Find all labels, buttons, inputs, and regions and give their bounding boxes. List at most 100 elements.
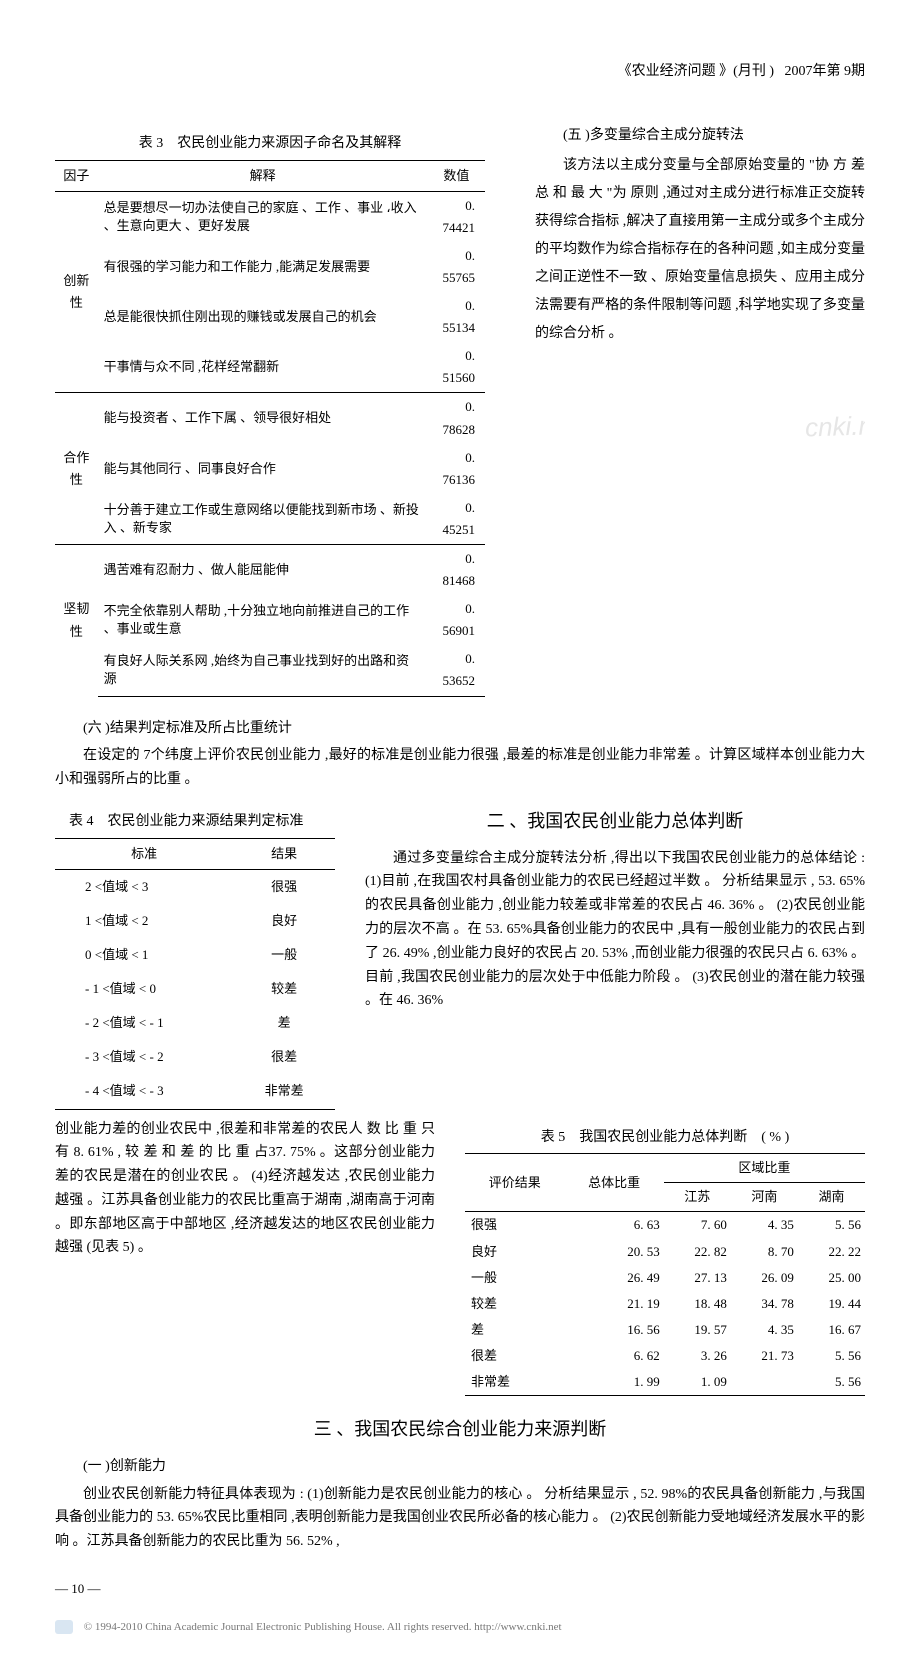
cont-para: 创业能力差的创业农民中 ,很差和非常差的农民人 数 比 重 只 有 8. 61%…	[55, 1118, 435, 1261]
t3-expl: 干事情与众不同 ,花样经常翻新	[98, 342, 428, 393]
t5-cell: 16. 67	[798, 1317, 865, 1343]
t3-expl: 能与投资者 、工作下属 、领导很好相处	[98, 393, 428, 444]
section2-para: 通过多变量综合主成分旋转法分析 ,得出以下我国农民创业能力的总体结论 : (1)…	[365, 847, 865, 1014]
t5-sub-js: 江苏	[664, 1183, 731, 1212]
footer: © 1994-2010 China Academic Journal Elect…	[55, 1618, 865, 1637]
t4-range: - 4 <值域 < - 3	[55, 1074, 233, 1109]
section3-title: 三 、我国农民综合创业能力来源判断	[55, 1414, 865, 1445]
page-number: — 10 —	[55, 1578, 865, 1600]
t5-cell: 25. 00	[798, 1265, 865, 1291]
t5-h-region: 区域比重	[664, 1154, 865, 1183]
table4-caption: 表 4 农民创业能力来源结果判定标准	[55, 810, 335, 834]
t5-cell: 16. 56	[564, 1317, 663, 1343]
t3-factor: 合作性	[55, 393, 98, 545]
t3-val: 0. 55765	[428, 242, 485, 292]
t4-result: 较差	[233, 972, 335, 1006]
t3-expl: 有很强的学习能力和工作能力 ,能满足发展需要	[98, 242, 428, 292]
t5-cell: 5. 56	[798, 1369, 865, 1396]
t3-expl: 遇苦难有忍耐力 、做人能屈能伸	[98, 545, 428, 596]
t4-range: - 2 <值域 < - 1	[55, 1006, 233, 1040]
t5-h-total: 总体比重	[564, 1154, 663, 1212]
t3-expl: 总是能很快抓住刚出现的赚钱或发展自己的机会	[98, 292, 428, 342]
t5-label: 差	[465, 1317, 564, 1343]
t5-cell: 22. 22	[798, 1239, 865, 1265]
t5-cell: 3. 26	[664, 1343, 731, 1369]
t5-sub-hen: 河南	[731, 1183, 798, 1212]
t5-cell: 19. 44	[798, 1291, 865, 1317]
section5-para: 该方法以主成分变量与全部原始变量的 "协 方 差 总 和 最 大 "为 原则 ,…	[535, 152, 865, 348]
t3-val: 0. 78628	[428, 393, 485, 444]
t4-result: 差	[233, 1006, 335, 1040]
section3-para: 创业农民创新能力特征具体表现为 : (1)创新能力是农民创业能力的核心 。 分析…	[55, 1483, 865, 1554]
t5-cell: 5. 56	[798, 1212, 865, 1239]
t4-range: - 3 <值域 < - 2	[55, 1040, 233, 1074]
t4-range: - 1 <值域 < 0	[55, 972, 233, 1006]
t5-cell	[731, 1369, 798, 1396]
t3-factor: 坚韧性	[55, 545, 98, 697]
t5-cell: 6. 62	[564, 1343, 663, 1369]
t5-cell: 4. 35	[731, 1212, 798, 1239]
t4-result: 很差	[233, 1040, 335, 1074]
t5-cell: 27. 13	[664, 1265, 731, 1291]
t3-factor: 创新性	[55, 191, 98, 393]
t4-result: 很强	[233, 869, 335, 904]
t4-range: 0 <值域 < 1	[55, 938, 233, 972]
t5-cell: 26. 09	[731, 1265, 798, 1291]
section6-para: 在设定的 7个纬度上评价农民创业能力 ,最好的标准是创业能力很强 ,最差的标准是…	[55, 744, 865, 792]
table3-caption: 表 3 农民创业能力来源因子命名及其解释	[55, 132, 485, 156]
t4-result: 一般	[233, 938, 335, 972]
t5-label: 良好	[465, 1239, 564, 1265]
t5-cell: 22. 82	[664, 1239, 731, 1265]
t4-range: 2 <值域 < 3	[55, 869, 233, 904]
t5-cell: 1. 99	[564, 1369, 663, 1396]
cnki-icon	[55, 1620, 73, 1634]
t4-range: 1 <值域 < 2	[55, 904, 233, 938]
t5-cell: 5. 56	[798, 1343, 865, 1369]
t4-h2: 结果	[233, 838, 335, 869]
watermark: cnki.net	[805, 402, 865, 449]
t3-val: 0. 56901	[428, 595, 485, 645]
table5: 评价结果 总体比重 区域比重 江苏 河南 湖南 很强6. 637. 604. 3…	[465, 1153, 865, 1396]
t5-label: 一般	[465, 1265, 564, 1291]
t5-h-eval: 评价结果	[465, 1154, 564, 1212]
t3-expl: 十分善于建立工作或生意网络以便能找到新市场 、新投入 、新专家	[98, 494, 428, 545]
t3-val: 0. 55134	[428, 292, 485, 342]
t3-expl: 总是要想尽一切办法使自己的家庭 、工作 、事业 ،收入 、生意向更大 、更好发展	[98, 191, 428, 242]
section5-head: (五 )多变量综合主成分旋转法	[535, 124, 865, 148]
t5-cell: 20. 53	[564, 1239, 663, 1265]
section6-head: (六 )结果判定标准及所占比重统计	[55, 717, 865, 741]
table4: 标准 结果 2 <值域 < 3很强1 <值域 < 2良好0 <值域 < 1一般-…	[55, 838, 335, 1110]
t3-val: 0. 53652	[428, 645, 485, 696]
t5-cell: 18. 48	[664, 1291, 731, 1317]
t5-sub-hun: 湖南	[798, 1183, 865, 1212]
t4-result: 非常差	[233, 1074, 335, 1109]
t5-label: 非常差	[465, 1369, 564, 1396]
t5-label: 较差	[465, 1291, 564, 1317]
page-header: 《农业经济问题 》(月刊 ) 2007年第 9期	[55, 60, 865, 84]
section3-sub: (一 )创新能力	[55, 1455, 865, 1479]
t5-cell: 26. 49	[564, 1265, 663, 1291]
t5-label: 很强	[465, 1212, 564, 1239]
t3-expl: 不完全依靠别人帮助 ,十分独立地向前推进自己的工作 、事业或生意	[98, 595, 428, 645]
t5-cell: 4. 35	[731, 1317, 798, 1343]
t4-h1: 标准	[55, 838, 233, 869]
t3-h-val: 数值	[428, 160, 485, 191]
t3-val: 0. 81468	[428, 545, 485, 596]
footer-text: © 1994-2010 China Academic Journal Elect…	[84, 1621, 562, 1633]
t5-cell: 34. 78	[731, 1291, 798, 1317]
table5-caption: 表 5 我国农民创业能力总体判断 ( % )	[465, 1126, 865, 1150]
t5-cell: 7. 60	[664, 1212, 731, 1239]
t3-expl: 有良好人际关系网 ,始终为自己事业找到好的出路和资源	[98, 645, 428, 696]
t3-h-factor: 因子	[55, 160, 98, 191]
t5-cell: 19. 57	[664, 1317, 731, 1343]
t5-cell: 6. 63	[564, 1212, 663, 1239]
t5-cell: 21. 73	[731, 1343, 798, 1369]
t3-h-expl: 解释	[98, 160, 428, 191]
t4-result: 良好	[233, 904, 335, 938]
section2-title: 二 、我国农民创业能力总体判断	[365, 806, 865, 837]
t3-expl: 能与其他同行 、同事良好合作	[98, 444, 428, 494]
t3-val: 0. 76136	[428, 444, 485, 494]
t3-val: 0. 51560	[428, 342, 485, 393]
journal-name: 《农业经济问题 》(月刊 )	[618, 64, 774, 79]
t3-val: 0. 45251	[428, 494, 485, 545]
